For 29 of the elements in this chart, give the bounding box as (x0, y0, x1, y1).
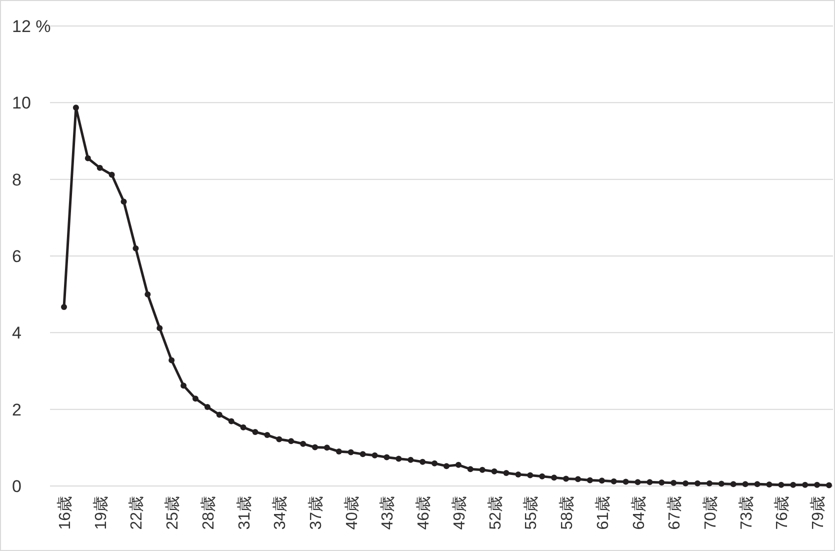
x-tick-label: 70歳 (701, 496, 720, 530)
x-tick-label: 76歳 (773, 496, 792, 530)
x-tick-label: 67歳 (666, 496, 684, 530)
y-tick-label: 8 (12, 170, 22, 190)
x-tick-label: 49歳 (450, 496, 468, 530)
x-tick-label: 19歳 (92, 496, 110, 530)
y-tick-label: 10 (12, 94, 31, 113)
x-tick-label: 25歳 (164, 496, 182, 530)
y-tick-label: 12 % (12, 17, 51, 36)
x-tick-label: 79歳 (809, 496, 828, 530)
x-tick-label: 37歳 (307, 496, 326, 530)
x-tick-label: 52歳 (486, 496, 504, 530)
x-tick-label: 28歳 (199, 496, 218, 530)
x-tick-label: 61歳 (594, 496, 612, 530)
y-tick-label: 6 (12, 247, 22, 266)
x-tick-label: 55歳 (522, 496, 540, 530)
x-tick-label: 64歳 (630, 496, 648, 530)
x-tick-label: 40歳 (342, 496, 361, 530)
x-tick-label: 46歳 (414, 496, 433, 530)
x-tick-label: 22歳 (128, 496, 146, 530)
y-tick-label: 0 (12, 477, 22, 496)
x-tick-label: 58歳 (558, 496, 576, 530)
x-tick-label: 73歳 (737, 496, 756, 530)
y-tick-label: 2 (12, 400, 22, 420)
y-tick-label: 4 (12, 324, 22, 343)
x-tick-label: 31歳 (235, 496, 254, 530)
x-tick-label: 34歳 (271, 496, 290, 530)
x-tick-label: 43歳 (378, 496, 397, 530)
x-tick-label: 16歳 (56, 496, 74, 530)
